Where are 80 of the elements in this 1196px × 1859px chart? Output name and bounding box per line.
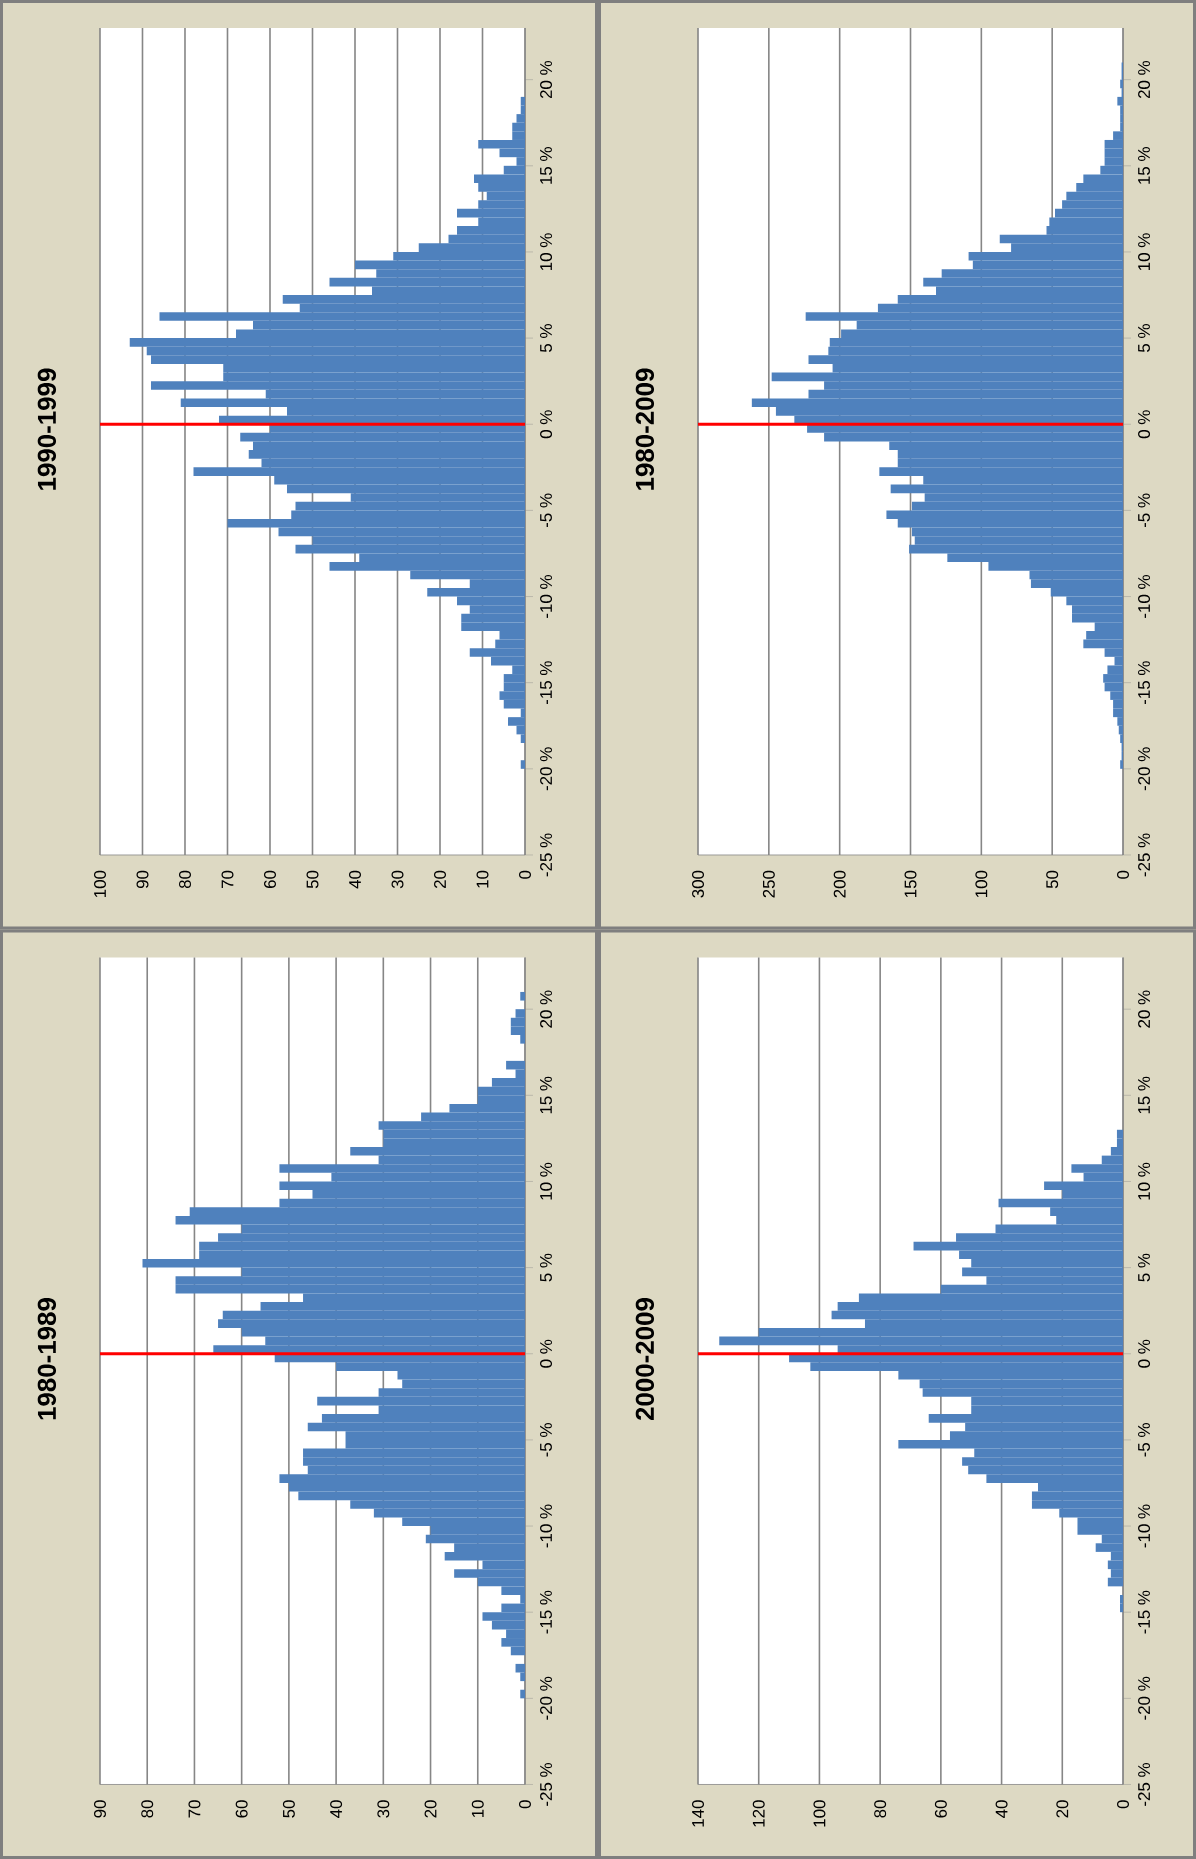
x-tick-label: 40	[995, 1800, 1008, 1818]
x-tick-label: 60	[934, 1800, 947, 1818]
x-tick-label: 30	[377, 1800, 390, 1818]
y-tick-label: 5 %	[1138, 1253, 1150, 1282]
y-tick-label: 10 %	[540, 233, 553, 270]
y-tick-label: 20 %	[1138, 60, 1151, 99]
x-tick-label: 100	[813, 1800, 826, 1827]
x-tick-label: 80	[179, 870, 191, 889]
y-tick-label: 0 %	[540, 1339, 552, 1368]
y-tick-label: -25 %	[1138, 833, 1151, 877]
x-tick-label: 0	[1117, 870, 1129, 879]
x-tick-label: 60	[235, 1800, 248, 1818]
y-tick-label: -15 %	[1138, 661, 1150, 705]
x-tick-label: 20	[1056, 1800, 1069, 1818]
x-tick-label: 10	[471, 1800, 484, 1818]
y-tick-label: -20 %	[1138, 1676, 1151, 1720]
x-tick-label: 300	[692, 870, 704, 898]
x-tick-label: 50	[306, 870, 319, 889]
y-tick-label: 15 %	[540, 147, 552, 184]
y-tick-label: 20 %	[540, 990, 552, 1028]
y-tick-label: -5 %	[540, 1423, 552, 1457]
x-tick-label: 20	[424, 1800, 437, 1818]
x-tick-label: 70	[188, 1800, 201, 1818]
y-tick-label: -5 %	[540, 493, 552, 528]
y-tick-label: 10 %	[540, 1162, 552, 1200]
x-tick-label: 20	[434, 870, 446, 889]
x-tick-label: 60	[264, 870, 276, 888]
x-tick-label: 100	[975, 870, 988, 897]
x-tick-label: 30	[391, 870, 404, 889]
y-tick-label: -15 %	[540, 1590, 552, 1634]
y-tick-label: -15 %	[540, 661, 552, 705]
x-tick-label: 250	[762, 870, 775, 898]
y-tick-label: -20 %	[540, 747, 553, 791]
y-tick-label: 5 %	[540, 1253, 552, 1282]
x-tick-label: 0	[519, 870, 531, 879]
y-tick-label: 0 %	[540, 410, 553, 439]
text: 1980-2009	[635, 368, 655, 490]
x-tick-label: 90	[136, 870, 149, 889]
text: 1980-1989	[37, 1298, 57, 1420]
x-tick-label: 0	[519, 1800, 531, 1809]
x-tick-label: 0	[1117, 1800, 1129, 1809]
x-tick-label: 80	[141, 1800, 154, 1818]
x-tick-label: 140	[692, 1800, 704, 1827]
y-tick-label: -25 %	[1138, 1762, 1151, 1806]
x-tick-label: 100	[94, 870, 106, 897]
y-tick-label: -10 %	[1138, 575, 1151, 618]
x-tick-label: 150	[904, 870, 917, 897]
y-tick-label: 0 %	[1138, 1339, 1151, 1368]
y-tick-label: -10 %	[540, 575, 553, 618]
x-tick-label: 10	[476, 870, 489, 888]
y-tick-label: 15 %	[540, 1076, 552, 1114]
y-tick-label: -5 %	[1138, 1423, 1150, 1457]
x-tick-label: 200	[833, 870, 846, 898]
x-tick-label: 90	[94, 1800, 106, 1818]
y-tick-label: 20 %	[540, 60, 553, 99]
x-tick-label: 50	[282, 1800, 295, 1818]
y-tick-label: 15 %	[1138, 1076, 1150, 1114]
text: 1990-1999	[37, 368, 57, 490]
y-tick-label: -5 %	[1138, 493, 1150, 528]
y-tick-label: -25 %	[540, 833, 553, 877]
y-tick-label: -10 %	[1138, 1504, 1151, 1548]
y-tick-label: 10 %	[1138, 233, 1151, 270]
x-tick-label: 50	[1046, 870, 1059, 889]
x-tick-label: 80	[874, 1800, 887, 1818]
y-tick-label: 5 %	[1138, 324, 1150, 352]
x-tick-label: 40	[349, 870, 361, 889]
y-tick-label: -20 %	[1138, 747, 1151, 791]
y-tick-label: -25 %	[540, 1762, 552, 1806]
y-tick-label: 10 %	[1138, 1162, 1151, 1200]
x-tick-label: 40	[330, 1800, 343, 1818]
y-tick-label: 5 %	[540, 324, 552, 352]
y-tick-label: -15 %	[1138, 1590, 1150, 1634]
y-tick-label: 15 %	[1138, 147, 1150, 184]
y-tick-label: 0 %	[1138, 410, 1151, 439]
y-tick-label: 20 %	[1138, 990, 1151, 1028]
text: 2000-2009	[635, 1298, 655, 1421]
x-tick-label: 70	[221, 870, 234, 888]
x-tick-label: 120	[752, 1800, 765, 1827]
y-tick-label: -20 %	[540, 1676, 552, 1720]
y-tick-label: -10 %	[540, 1504, 552, 1548]
